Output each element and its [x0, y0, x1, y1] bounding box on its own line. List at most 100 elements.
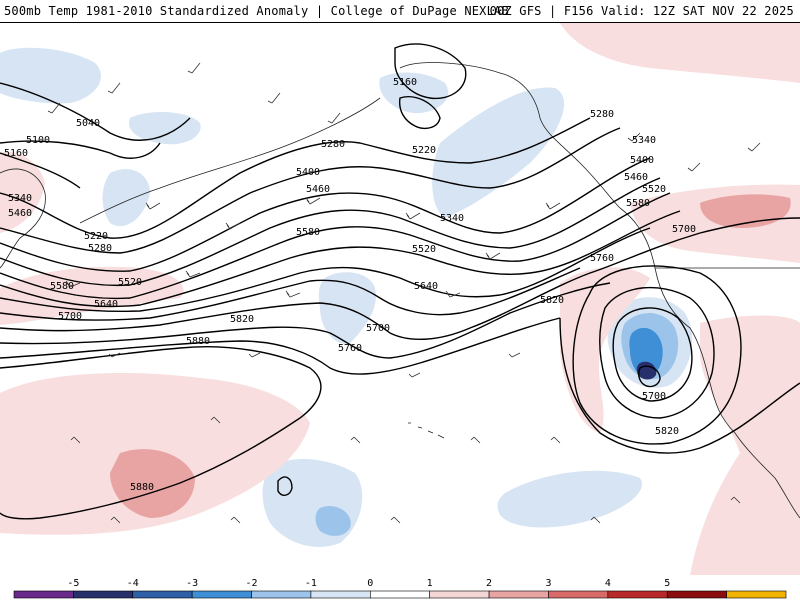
- legend-tick-label: -5: [67, 578, 79, 589]
- cool-anomaly-southeast-pacific: [497, 470, 642, 528]
- wind-barb: [350, 436, 361, 444]
- contour-5040: [0, 82, 191, 141]
- contour-label: 5700: [642, 391, 666, 402]
- legend-color-swatch: [73, 590, 134, 599]
- wind-barb: [405, 212, 421, 220]
- wind-barb: [627, 132, 641, 142]
- wind-barbs: [47, 62, 761, 524]
- cutoff-low-5820: [572, 265, 742, 445]
- contour-label: 5340: [632, 135, 656, 146]
- warm-anomaly-subtropics-mid: [110, 449, 195, 518]
- cool-anomaly-cutoff-low-core: [636, 361, 657, 380]
- wind-barb: [470, 436, 481, 444]
- wind-barb: [110, 516, 121, 524]
- contour-5520: [0, 210, 681, 308]
- warm-anomaly-southwest: [690, 315, 800, 575]
- contour-5640: [0, 267, 581, 321]
- wind-barb: [590, 516, 601, 524]
- legend-color-swatch: [251, 590, 312, 599]
- contour-label: 5580: [50, 281, 74, 292]
- legend-tick-label: 3: [545, 578, 551, 589]
- contour-label: 5640: [414, 281, 438, 292]
- wind-barb: [747, 142, 761, 152]
- wind-barb: [485, 252, 501, 260]
- contour-label: 5640: [94, 299, 118, 310]
- wind-barb: [65, 280, 81, 288]
- model-run-valid-time: 00Z GFS | F156 Valid: 12Z SAT NOV 22 202…: [489, 4, 794, 18]
- contour-label: 5880: [186, 336, 210, 347]
- map-title: 500mb Temp 1981-2010 Standardized Anomal…: [4, 4, 509, 18]
- contour-label: 5580: [296, 227, 320, 238]
- legend-color-swatch: [310, 590, 371, 599]
- legend-tick-label: 0: [367, 578, 373, 589]
- cutoff-low-5760: [599, 286, 715, 419]
- legend-color-swatch: [726, 590, 787, 599]
- baja-coastline: [734, 432, 800, 519]
- warm-anomaly-west-pacific: [0, 266, 184, 325]
- contour-label: 5220: [84, 231, 108, 242]
- cutoff-low-5640: [637, 365, 661, 388]
- wind-barb: [508, 352, 521, 358]
- hawaii-islands: [408, 422, 445, 439]
- wind-barb: [230, 516, 241, 524]
- contour-label: 5700: [58, 311, 82, 322]
- contour-5100: [0, 140, 161, 159]
- wind-barb: [408, 372, 421, 378]
- wind-barb: [267, 92, 281, 104]
- legend-color-swatch: [548, 590, 609, 599]
- wind-barb: [248, 352, 261, 358]
- anomaly-color-scale: -5 -4 -3 -2 -1 0 1 2 3 4 5: [13, 578, 787, 599]
- anomaly-shading: [0, 23, 800, 575]
- contour-5460: [0, 192, 671, 300]
- contour-label: 5520: [412, 244, 436, 255]
- legend-tick-label: 5: [664, 578, 670, 589]
- contour-5160-west: [0, 152, 81, 189]
- wind-barb: [47, 102, 61, 114]
- legend-tick-label: -1: [305, 578, 317, 589]
- legend-tick-label: 4: [605, 578, 611, 589]
- legend-tick-label: -3: [186, 578, 198, 589]
- contour-label: 5460: [8, 208, 32, 219]
- contour-5220: [0, 117, 591, 239]
- cool-anomaly-south-pacific: [262, 458, 363, 547]
- contour-label: 5760: [590, 253, 614, 264]
- contour-label: 5460: [306, 184, 330, 195]
- contour-labels: 5040 5100 5160 5160 5220 5220 5280 5280 …: [4, 77, 696, 493]
- contour-5580: [0, 227, 651, 312]
- wind-barb: [70, 436, 81, 444]
- legend-tick-label: 2: [486, 578, 492, 589]
- ridge-southeast: [559, 317, 800, 454]
- cool-anomaly-south-pacific-mid: [315, 505, 351, 536]
- contour-label: 5760: [338, 343, 362, 354]
- contour-5280: [0, 127, 621, 254]
- contour-label: 5160: [4, 148, 28, 159]
- wind-barb: [445, 290, 461, 298]
- wind-barb: [187, 62, 201, 74]
- legend-color-swatch: [607, 590, 668, 599]
- legend-color-swatch: [429, 590, 490, 599]
- contour-5700: [0, 217, 800, 341]
- wind-barb: [225, 222, 241, 230]
- contour-label: 5160: [393, 77, 417, 88]
- contour-5160-closed-2: [398, 96, 441, 130]
- contour-label: 5520: [118, 277, 142, 288]
- cutoff-low-5700: [612, 307, 693, 402]
- contour-label: 5280: [590, 109, 614, 120]
- legend-color-swatch: [191, 590, 252, 599]
- contour-label: 5460: [624, 172, 648, 183]
- wind-barb: [185, 270, 201, 278]
- wind-barb: [107, 82, 121, 94]
- contour-5820: [0, 317, 561, 375]
- cool-anomaly-aleutians: [129, 111, 201, 145]
- anomaly-map: 5040 5100 5160 5160 5220 5220 5280 5280 …: [0, 23, 800, 575]
- wind-barb: [108, 352, 121, 358]
- legend-tick-label: -2: [246, 578, 258, 589]
- cool-anomaly-gulf-alaska: [432, 87, 565, 218]
- wind-barb: [545, 202, 561, 210]
- contour-label: 5220: [412, 145, 436, 156]
- cool-anomaly-north-pacific: [0, 47, 101, 104]
- contour-5340: [0, 157, 651, 272]
- west-coast-usa: [619, 207, 736, 434]
- legend-color-swatch: [370, 590, 430, 599]
- wind-barb: [285, 290, 301, 298]
